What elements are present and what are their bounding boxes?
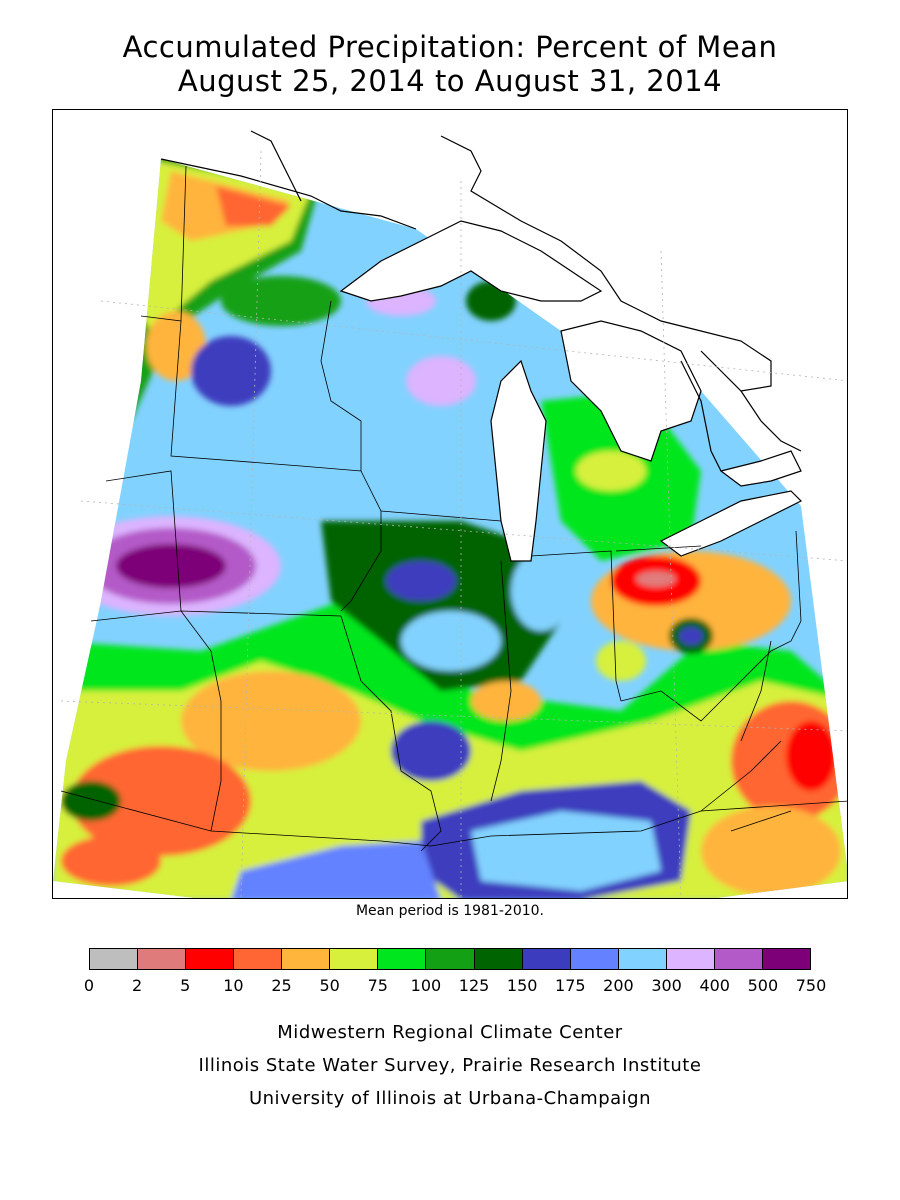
legend-tick-label: 300 xyxy=(651,976,682,995)
legend-tick-label: 200 xyxy=(603,976,634,995)
lake-superior xyxy=(339,220,603,302)
legend-tick-label: 50 xyxy=(319,976,340,995)
lake-erie xyxy=(659,490,803,557)
legend-swatch-8 xyxy=(474,949,523,969)
credit-mrcc: Midwestern Regional Climate Center xyxy=(277,1022,623,1043)
legend-tick-label: 125 xyxy=(458,976,490,995)
graticule xyxy=(60,150,847,898)
credit-uiuc: University of Illinois at Urbana-Champai… xyxy=(248,1088,652,1109)
legend-tick-label: 100 xyxy=(410,976,442,995)
legend-tick-label: 150 xyxy=(506,976,538,995)
state-boundaries xyxy=(60,165,847,852)
legend-tick-label: 500 xyxy=(747,976,779,995)
legend-tick-label: 5 xyxy=(180,976,191,995)
legend-swatch-11 xyxy=(618,949,667,969)
legend-swatch-7 xyxy=(426,949,475,969)
legend-swatch-5 xyxy=(330,949,379,969)
credit-isws: Illinois State Water Survey, Prairie Res… xyxy=(198,1055,702,1076)
legend-swatch-0 xyxy=(90,949,139,969)
legend-tick-label: 2 xyxy=(132,976,143,995)
legend-tick-label: 400 xyxy=(699,976,730,995)
map-title-line1: Accumulated Precipitation: Percent of Me… xyxy=(122,30,778,64)
legend-swatch-6 xyxy=(378,949,427,969)
lake-michigan xyxy=(490,359,547,562)
legend-swatch-4 xyxy=(282,949,331,969)
legend-tick-label: 0 xyxy=(83,976,95,995)
color-legend xyxy=(89,948,811,970)
legend-swatch-10 xyxy=(570,949,619,969)
legend-tick-label: 10 xyxy=(223,976,244,995)
legend-swatch-1 xyxy=(138,949,187,969)
legend-tick-label: 175 xyxy=(555,976,586,995)
legend-swatch-12 xyxy=(666,949,715,969)
legend-tick-label: 750 xyxy=(795,976,827,995)
mean-period-note: Mean period is 1981-2010. xyxy=(355,903,545,919)
legend-tick-label: 75 xyxy=(367,976,388,995)
precipitation-map xyxy=(52,109,848,899)
legend-swatch-3 xyxy=(234,949,283,969)
lake-ontario xyxy=(719,450,802,487)
legend-swatch-9 xyxy=(522,949,571,969)
map-title-line2: August 25, 2014 to August 31, 2014 xyxy=(177,64,723,98)
legend-swatch-14 xyxy=(762,949,810,969)
map-svg xyxy=(53,130,847,898)
legend-swatch-2 xyxy=(186,949,235,969)
legend-swatch-13 xyxy=(714,949,763,969)
legend-tick-label: 25 xyxy=(271,976,292,995)
canada-outline xyxy=(160,130,802,472)
